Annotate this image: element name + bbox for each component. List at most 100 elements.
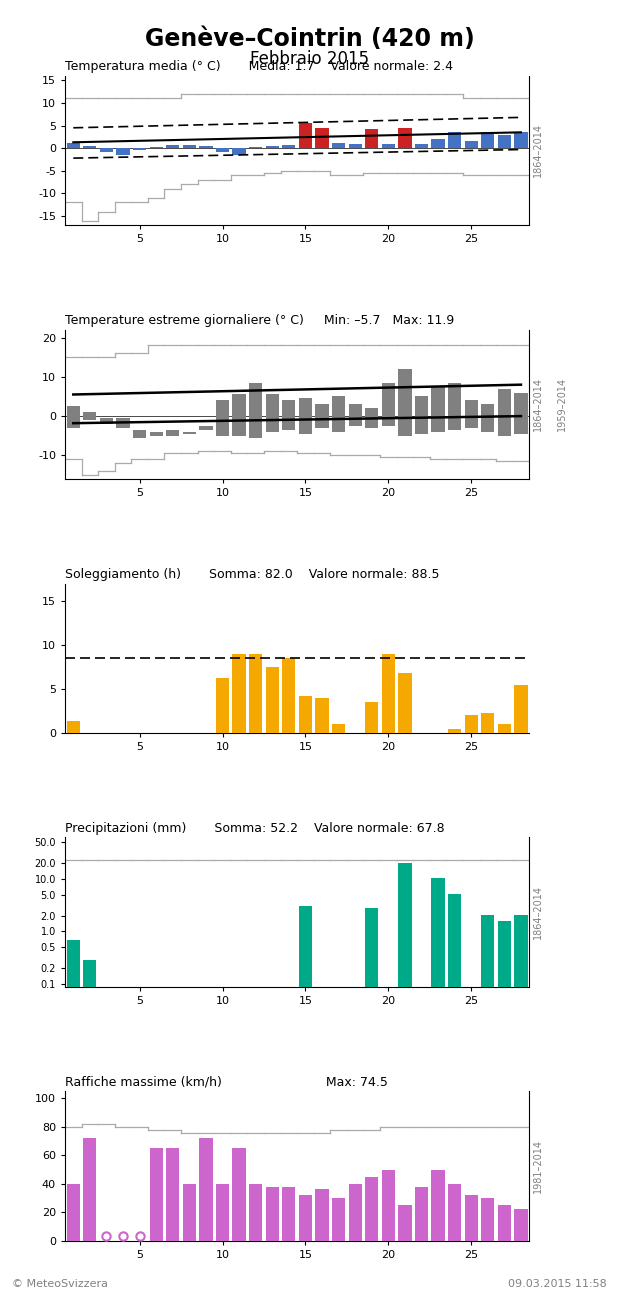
Bar bbox=[365, 908, 378, 987]
Bar bbox=[382, 383, 395, 426]
Bar bbox=[199, 1139, 212, 1241]
Bar bbox=[498, 1205, 511, 1241]
Text: Temperature estreme giornaliere (° C)     Min: –5.7   Max: 11.9: Temperature estreme giornaliere (° C) Mi… bbox=[65, 313, 454, 326]
Y-axis label: 1864–2014: 1864–2014 bbox=[534, 885, 543, 939]
Bar bbox=[282, 1187, 295, 1241]
Bar bbox=[431, 387, 444, 432]
Bar bbox=[365, 703, 378, 733]
Bar bbox=[415, 144, 428, 148]
Bar bbox=[332, 724, 345, 733]
Bar bbox=[398, 370, 412, 436]
Text: Precipitazioni (mm)       Somma: 52.2    Valore normale: 67.8: Precipitazioni (mm) Somma: 52.2 Valore n… bbox=[65, 821, 444, 835]
Bar bbox=[150, 1148, 163, 1241]
Bar bbox=[67, 721, 80, 733]
Bar bbox=[150, 432, 163, 436]
Bar bbox=[266, 394, 279, 432]
Bar bbox=[299, 398, 312, 434]
Bar bbox=[249, 1183, 262, 1241]
Bar bbox=[216, 148, 229, 151]
Bar bbox=[415, 397, 428, 434]
Bar bbox=[133, 430, 146, 438]
Bar bbox=[233, 654, 246, 733]
Text: Raffiche massime (km/h)                          Max: 74.5: Raffiche massime (km/h) Max: 74.5 bbox=[65, 1076, 388, 1089]
Bar bbox=[348, 144, 361, 148]
Bar bbox=[481, 405, 495, 432]
Bar bbox=[315, 1190, 329, 1241]
Bar bbox=[448, 895, 461, 987]
Bar bbox=[216, 1183, 229, 1241]
Bar bbox=[150, 146, 163, 148]
Bar bbox=[133, 148, 146, 150]
Bar bbox=[183, 432, 196, 434]
Bar bbox=[67, 142, 80, 148]
Bar bbox=[348, 405, 361, 426]
Bar bbox=[299, 123, 312, 148]
Bar bbox=[465, 716, 478, 733]
Bar bbox=[465, 401, 478, 428]
Bar bbox=[448, 729, 461, 733]
Bar bbox=[183, 1183, 196, 1241]
Bar bbox=[83, 1139, 97, 1241]
Bar bbox=[266, 667, 279, 733]
Bar bbox=[299, 1195, 312, 1241]
Bar bbox=[348, 1183, 361, 1241]
Bar bbox=[398, 673, 412, 733]
Bar bbox=[398, 1205, 412, 1241]
Bar bbox=[83, 413, 97, 421]
Bar bbox=[183, 145, 196, 148]
Bar bbox=[498, 921, 511, 987]
Y-axis label: 1981–2014: 1981–2014 bbox=[534, 1139, 543, 1192]
Text: 09.03.2015 11:58: 09.03.2015 11:58 bbox=[508, 1279, 607, 1289]
Bar bbox=[431, 879, 444, 987]
Y-axis label: 1864–2014: 1864–2014 bbox=[534, 124, 543, 178]
Bar bbox=[498, 135, 511, 148]
Bar bbox=[332, 1198, 345, 1241]
Text: Temperatura media (° C)       Media: 1.7    Valore normale: 2.4: Temperatura media (° C) Media: 1.7 Valor… bbox=[65, 60, 453, 73]
Text: Febbraio 2015: Febbraio 2015 bbox=[250, 50, 369, 68]
Bar bbox=[315, 697, 329, 733]
Bar bbox=[398, 128, 412, 148]
Bar bbox=[382, 654, 395, 733]
Bar bbox=[431, 1170, 444, 1241]
Bar bbox=[199, 426, 212, 430]
Bar bbox=[83, 146, 97, 148]
Bar bbox=[282, 145, 295, 148]
Bar bbox=[216, 401, 229, 436]
Bar bbox=[481, 1198, 495, 1241]
Bar bbox=[315, 405, 329, 428]
Bar bbox=[448, 383, 461, 430]
Bar bbox=[382, 144, 395, 148]
Bar bbox=[382, 1170, 395, 1241]
Bar bbox=[100, 418, 113, 424]
Bar bbox=[415, 1187, 428, 1241]
Bar bbox=[481, 713, 495, 733]
Bar bbox=[365, 409, 378, 428]
Bar bbox=[481, 914, 495, 987]
Bar bbox=[116, 148, 129, 155]
Bar bbox=[465, 141, 478, 148]
Bar bbox=[266, 146, 279, 148]
Bar bbox=[67, 1183, 80, 1241]
Bar bbox=[166, 145, 180, 148]
Text: Genève–Cointrin (420 m): Genève–Cointrin (420 m) bbox=[145, 27, 474, 51]
Bar bbox=[398, 862, 412, 987]
Bar bbox=[83, 960, 97, 987]
Bar bbox=[233, 1148, 246, 1241]
Bar bbox=[315, 128, 329, 148]
Bar bbox=[249, 383, 262, 438]
Bar bbox=[514, 914, 527, 987]
Bar bbox=[100, 148, 113, 151]
Bar bbox=[67, 406, 80, 428]
Bar bbox=[299, 696, 312, 733]
Bar bbox=[365, 1177, 378, 1241]
Bar bbox=[282, 401, 295, 430]
Bar bbox=[431, 140, 444, 148]
Text: Soleggiamento (h)       Somma: 82.0    Valore normale: 88.5: Soleggiamento (h) Somma: 82.0 Valore nor… bbox=[65, 568, 439, 581]
Bar bbox=[67, 940, 80, 987]
Bar bbox=[448, 1183, 461, 1241]
Bar bbox=[166, 1148, 180, 1241]
Text: © MeteoSvizzera: © MeteoSvizzera bbox=[12, 1279, 108, 1289]
Bar bbox=[332, 397, 345, 432]
Bar bbox=[216, 678, 229, 733]
Bar bbox=[481, 132, 495, 148]
